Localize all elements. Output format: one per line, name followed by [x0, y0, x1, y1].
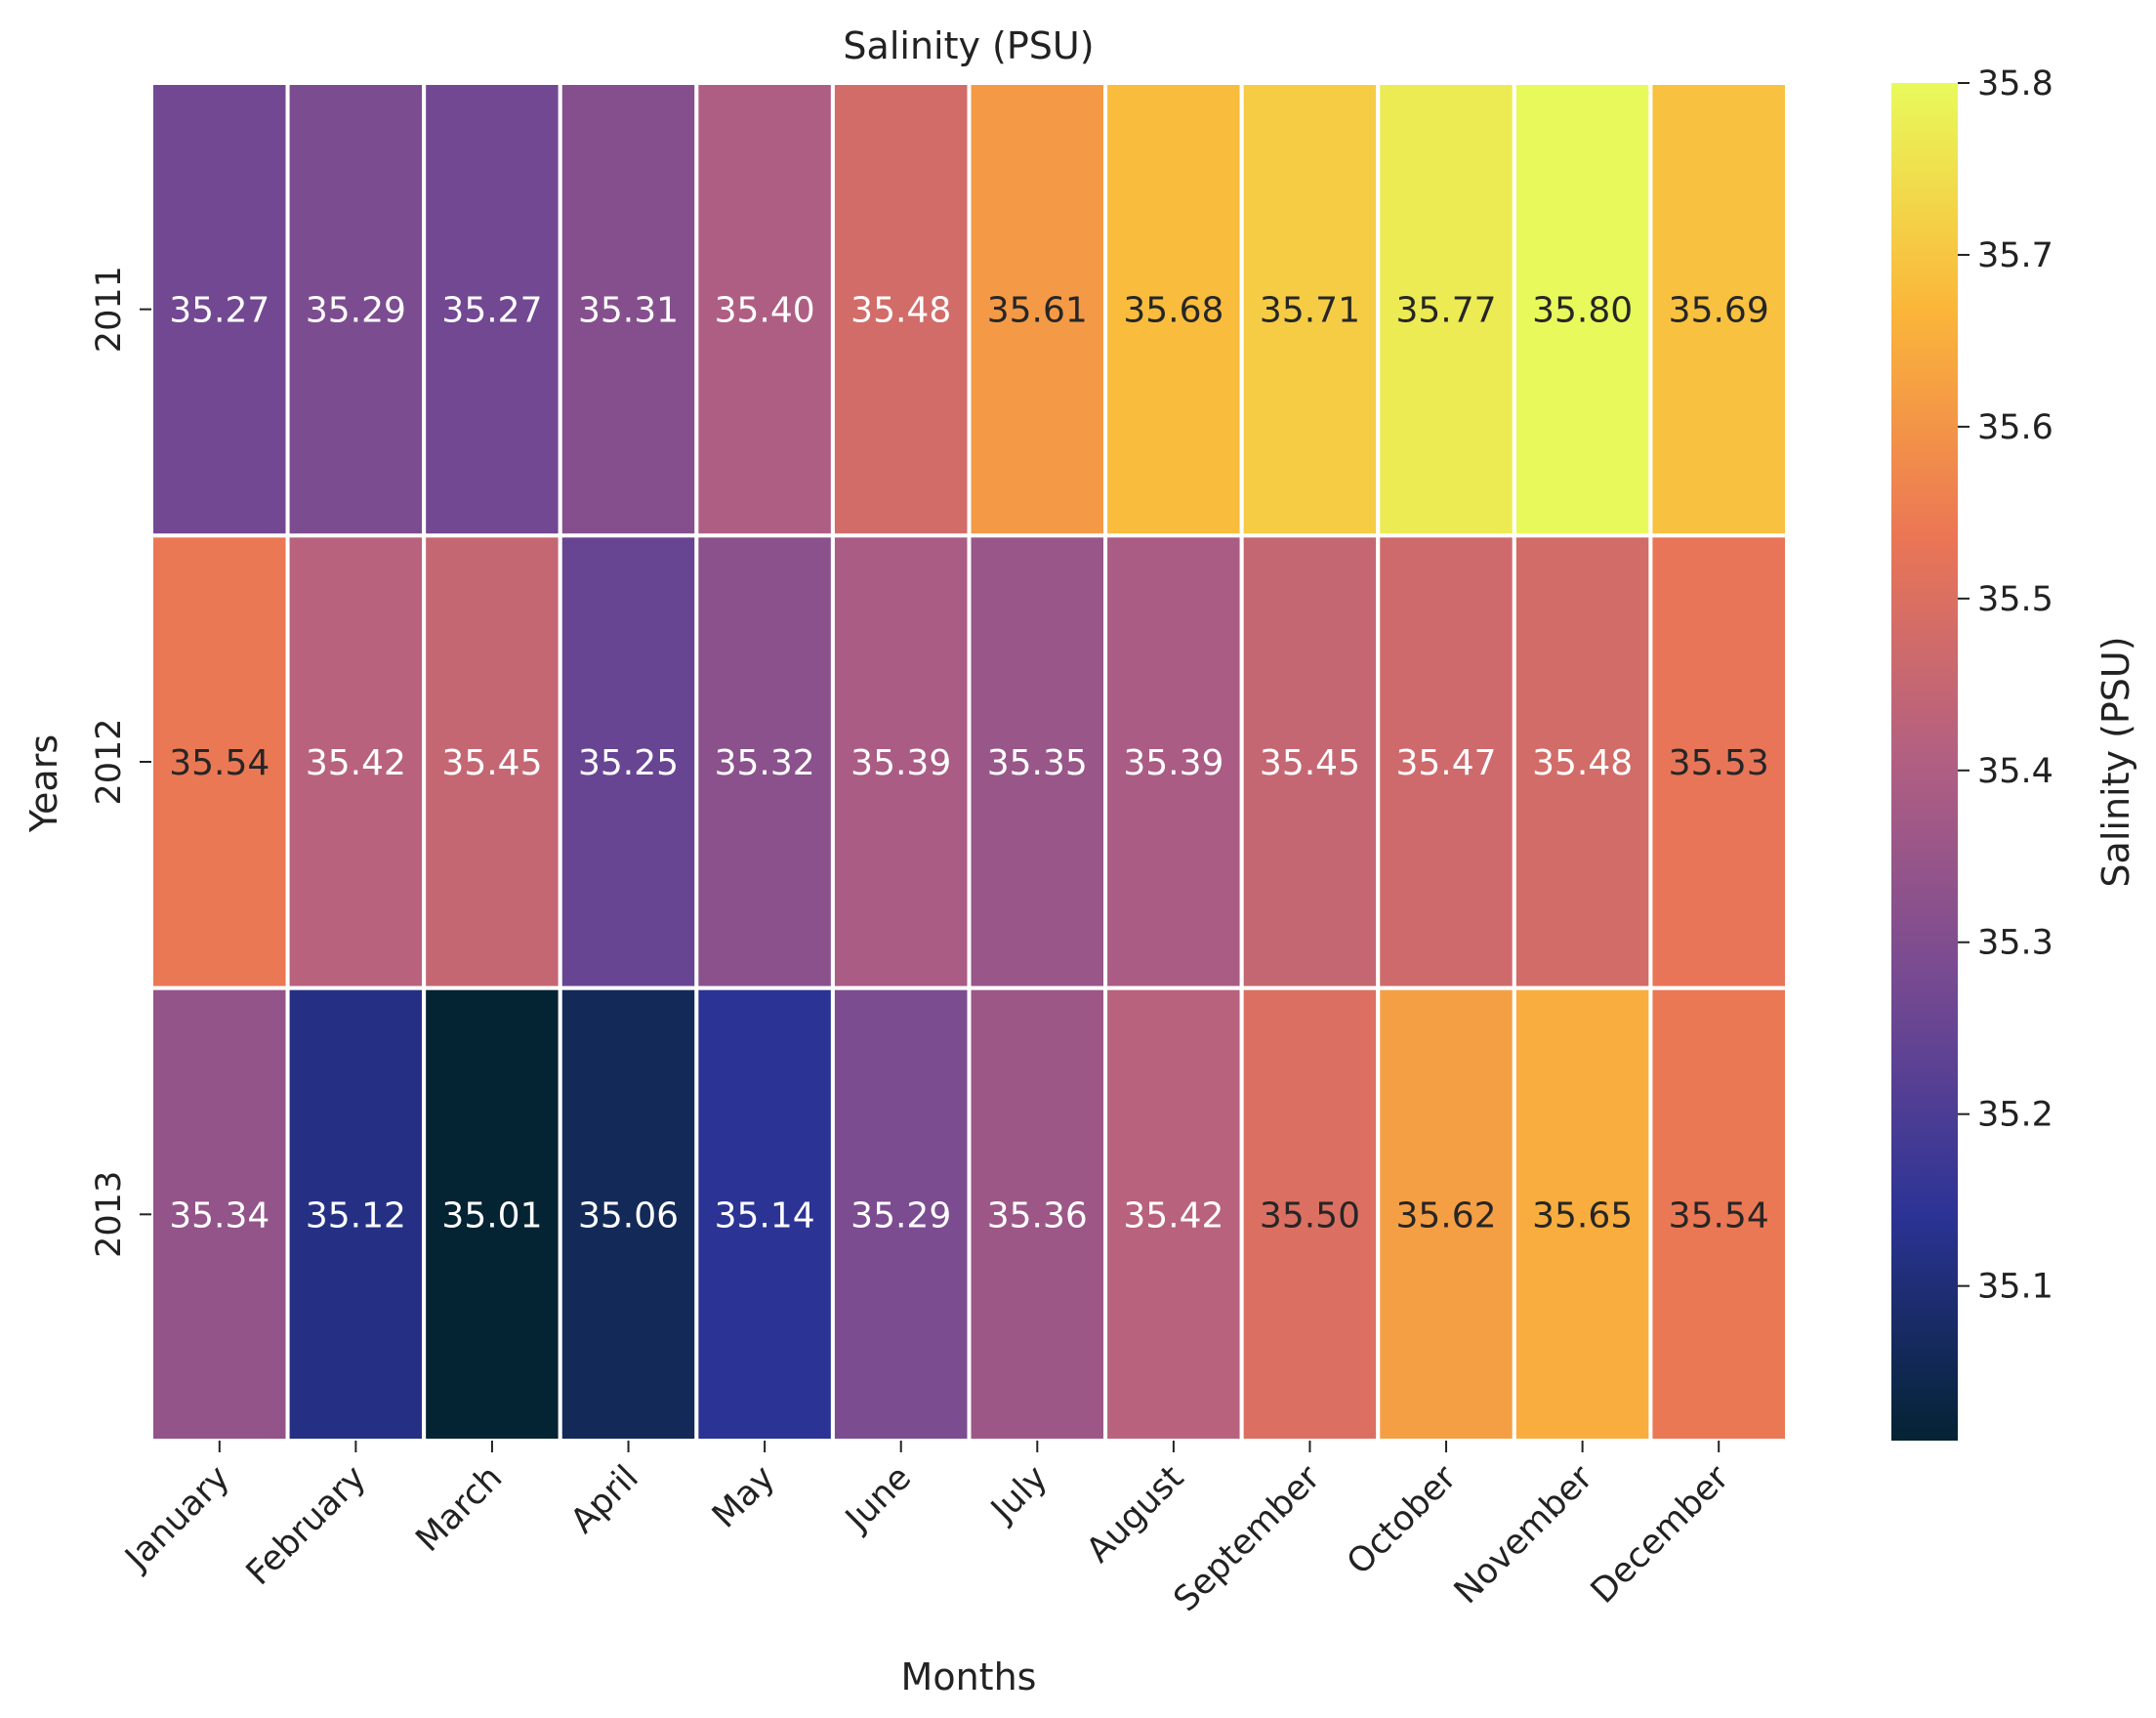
x-tick-label: September — [1167, 1458, 1329, 1620]
cell-value-label: 35.40 — [715, 291, 815, 331]
cell-value-label: 35.42 — [1123, 1195, 1223, 1236]
heatmap-cell — [1648, 533, 1789, 990]
heatmap-cell — [149, 985, 290, 1444]
cell-value-label: 35.31 — [578, 291, 679, 331]
colorbar-tick-label: 35.4 — [1977, 752, 2053, 791]
cell-value-label: 35.27 — [441, 291, 542, 331]
heatmap-cell — [830, 533, 972, 990]
x-tick-label: May — [705, 1458, 782, 1535]
cell-value-label: 35.48 — [850, 291, 951, 331]
cell-value-label: 35.48 — [1532, 743, 1633, 783]
heatmap-cells: 35.27 35.29 35.27 35.31 35.40 35.48 35.61 35.68… — [149, 81, 1789, 1444]
y-axis: 2011 2012 2013 — [90, 266, 151, 1258]
cell-value-label: 35.80 — [1532, 291, 1633, 331]
x-tick-label: February — [239, 1458, 374, 1593]
heatmap-cell — [285, 81, 427, 538]
colorbar-tick-label: 35.6 — [1977, 408, 2053, 447]
heatmap-cell — [422, 985, 562, 1444]
heatmap-cell — [830, 81, 972, 538]
heatmap-cell — [1648, 985, 1789, 1444]
cell-value-label: 35.01 — [441, 1195, 542, 1236]
cell-value-label: 35.06 — [578, 1195, 679, 1236]
colorbar-tick-label: 35.2 — [1977, 1096, 2053, 1135]
x-tick-label: November — [1447, 1458, 1600, 1612]
cell-value-label: 35.68 — [1123, 291, 1223, 331]
heatmap-cell — [1648, 81, 1789, 538]
cell-value-label: 35.29 — [850, 1195, 951, 1236]
cell-value-label: 35.54 — [169, 743, 270, 783]
y-tick-label: 2013 — [90, 1171, 129, 1258]
cell-value-label: 35.45 — [441, 743, 542, 783]
x-tick-label: December — [1584, 1458, 1737, 1612]
cell-value-label: 35.53 — [1669, 743, 1769, 783]
colorbar-tick-label: 35.7 — [1977, 236, 2053, 275]
heatmap-cell — [558, 533, 699, 990]
colorbar-tick-label: 35.5 — [1977, 580, 2053, 619]
cell-value-label: 35.65 — [1532, 1195, 1633, 1236]
x-tick-label: April — [563, 1458, 646, 1541]
cell-value-label: 35.35 — [987, 743, 1088, 783]
cell-value-label: 35.29 — [306, 291, 406, 331]
cell-value-label: 35.61 — [987, 291, 1088, 331]
cell-value-label: 35.54 — [1669, 1195, 1769, 1236]
colorbar: 35.1 35.2 35.3 35.4 35.5 35.6 35.7 35.8 Salinit… — [1891, 64, 2137, 1441]
cell-value-label: 35.14 — [715, 1195, 815, 1236]
heatmap-cell — [422, 81, 562, 538]
cell-value-label: 35.25 — [578, 743, 679, 783]
x-tick-label: August — [1079, 1458, 1191, 1571]
y-axis-label: Years — [22, 734, 65, 833]
x-tick-label: January — [117, 1458, 238, 1579]
colorbar-tick-label: 35.3 — [1977, 924, 2053, 963]
heatmap-cell — [1512, 533, 1653, 990]
heatmap-cell — [1376, 81, 1516, 538]
x-tick-label: June — [837, 1458, 919, 1540]
heatmap-cell — [1239, 533, 1381, 990]
cell-value-label: 35.77 — [1396, 291, 1497, 331]
colorbar-tick-label: 35.8 — [1977, 64, 2053, 104]
cell-value-label: 35.50 — [1260, 1195, 1360, 1236]
y-tick-label: 2012 — [90, 718, 129, 805]
cell-value-label: 35.34 — [169, 1195, 270, 1236]
x-tick-label: March — [409, 1458, 511, 1560]
cell-value-label: 35.12 — [306, 1195, 406, 1236]
heatmap-cell — [694, 985, 835, 1444]
cell-value-label: 35.36 — [987, 1195, 1088, 1236]
cell-value-label: 35.71 — [1260, 291, 1360, 331]
cell-value-label: 35.42 — [306, 743, 406, 783]
cell-value-label: 35.27 — [169, 291, 270, 331]
cell-value-label: 35.62 — [1396, 1195, 1497, 1236]
cell-value-label: 35.39 — [850, 743, 951, 783]
heatmap-cell — [558, 985, 699, 1444]
colorbar-tick-label: 35.1 — [1977, 1268, 2053, 1307]
colorbar-gradient — [1891, 83, 1958, 1441]
chart-title: Salinity (PSU) — [843, 24, 1094, 67]
cell-value-label: 35.45 — [1260, 743, 1360, 783]
heatmap-cell — [1103, 81, 1244, 538]
cell-value-label: 35.69 — [1669, 291, 1769, 331]
x-tick-label: July — [982, 1458, 1055, 1530]
heatmap-cell — [1103, 533, 1244, 990]
x-axis-label: Months — [901, 1655, 1037, 1698]
cell-value-label: 35.47 — [1396, 743, 1497, 783]
colorbar-label: Salinity (PSU) — [2094, 636, 2137, 887]
heatmap-cell — [967, 985, 1108, 1444]
heatmap-cell — [694, 533, 835, 990]
cell-value-label: 35.39 — [1123, 743, 1223, 783]
y-tick-label: 2011 — [90, 266, 129, 353]
heatmap-cell — [149, 81, 290, 538]
heatmap-cell — [967, 533, 1108, 990]
heatmap-cell — [285, 533, 427, 990]
heatmap-cell — [1376, 533, 1516, 990]
x-tick-label: October — [1340, 1458, 1465, 1583]
x-axis: January February March April May June July Augu… — [117, 1441, 1737, 1619]
cell-value-label: 35.32 — [715, 743, 815, 783]
